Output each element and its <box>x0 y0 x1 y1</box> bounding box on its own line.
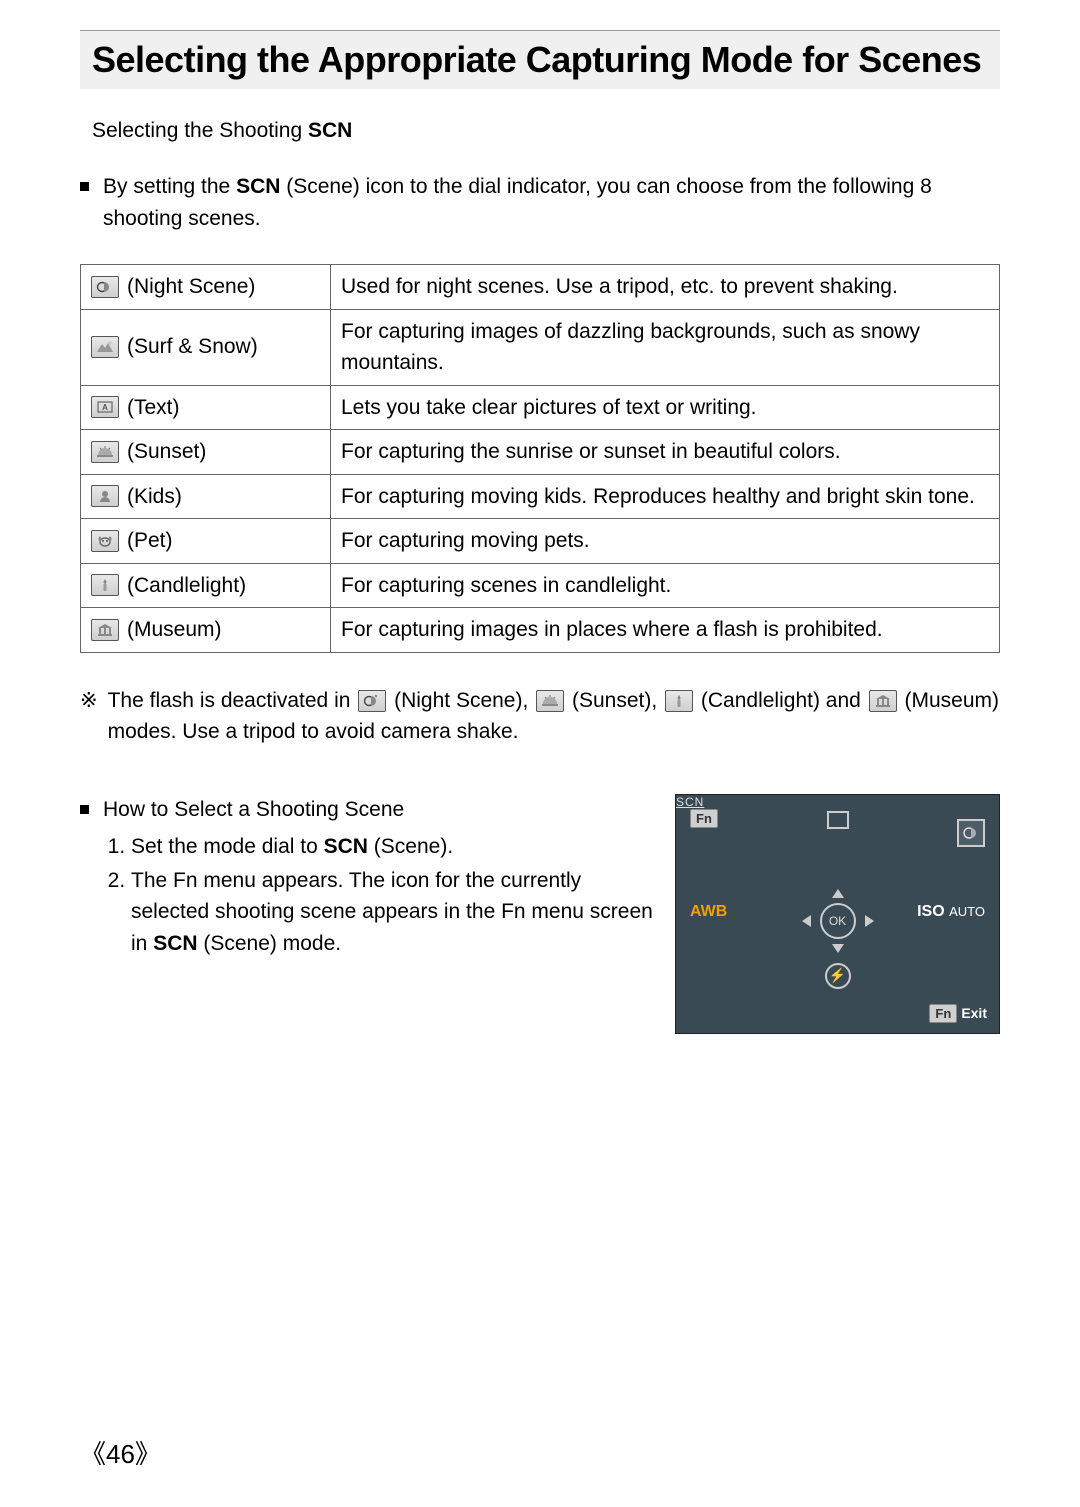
howto-heading: How to Select a Shooting Scene <box>103 798 404 821</box>
selected-scene-icon <box>957 819 985 847</box>
intro-block: By setting the SCN (Scene) icon to the d… <box>80 171 1000 234</box>
night-scene-icon <box>358 690 386 712</box>
reference-mark-icon: ※ <box>80 685 98 748</box>
mode-cell: (Museum) <box>81 608 331 653</box>
mode-label: (Text) <box>127 392 180 424</box>
page-number: 《46》 <box>80 1434 161 1471</box>
bullet-icon <box>80 805 89 814</box>
mode-label: (Pet) <box>127 525 173 557</box>
mode-description: For capturing images of dazzling backgro… <box>331 309 1000 385</box>
night-scene-icon <box>91 276 119 298</box>
intro-text: By setting the SCN (Scene) icon to the d… <box>103 171 1000 234</box>
mode-description: For capturing the sunrise or sunset in b… <box>331 430 1000 475</box>
mode-cell: A (Text) <box>81 385 331 430</box>
title-band: Selecting the Appropriate Capturing Mode… <box>80 30 1000 89</box>
mode-label: (Surf & Snow) <box>127 331 258 363</box>
table-row: (Pet) For capturing moving pets. <box>81 519 1000 564</box>
scn-label: SCN <box>236 175 280 198</box>
mode-description: For capturing scenes in candlelight. <box>331 563 1000 608</box>
mode-label: (Night Scene) <box>127 271 255 303</box>
table-row: (Sunset) For capturing the sunrise or sun… <box>81 430 1000 475</box>
table-row: (Surf & Snow) For capturing images of daz… <box>81 309 1000 385</box>
table-row: (Kids) For capturing moving kids. Reprodu… <box>81 474 1000 519</box>
flash-mode-icon: ⚡ <box>825 963 851 989</box>
mode-cell: (Kids) <box>81 474 331 519</box>
candlelight-icon <box>91 574 119 596</box>
table-row: (Candlelight) For capturing scenes in can… <box>81 563 1000 608</box>
section-heading: Selecting the Shooting SCN <box>80 119 1000 143</box>
iso-indicator: ISO AUTO <box>917 903 985 921</box>
dpad-down-icon <box>832 944 844 953</box>
mode-cell: (Surf & Snow) <box>81 309 331 385</box>
section-heading-text: Selecting the Shooting <box>92 119 308 142</box>
text-icon: A <box>91 396 119 418</box>
svg-text:A: A <box>102 403 108 412</box>
sunset-icon <box>91 441 119 463</box>
fn-exit-hint: FnExit <box>929 1004 987 1023</box>
awb-indicator: AWB <box>690 903 727 921</box>
step-list: Set the mode dial to SCN (Scene). The Fn… <box>131 831 655 959</box>
mode-cell: (Sunset) <box>81 430 331 475</box>
ok-dpad: OK <box>800 883 876 959</box>
page-title: Selecting the Appropriate Capturing Mode… <box>92 39 988 81</box>
mode-label: (Museum) <box>127 614 222 646</box>
ok-button-icon: OK <box>820 903 856 939</box>
kids-icon <box>91 485 119 507</box>
mode-label: (Sunset) <box>127 436 206 468</box>
mode-description: For capturing images in places where a f… <box>331 608 1000 653</box>
mode-description: Used for night scenes. Use a tripod, etc… <box>331 265 1000 310</box>
dpad-up-icon <box>832 889 844 898</box>
mode-label: (Candlelight) <box>127 570 246 602</box>
sunset-icon <box>536 690 564 712</box>
table-row: (Museum) For capturing images in places w… <box>81 608 1000 653</box>
mode-description: For capturing moving pets. <box>331 519 1000 564</box>
mode-cell: (Night Scene) <box>81 265 331 310</box>
bullet-icon <box>80 182 89 191</box>
drive-mode-icon <box>827 811 849 829</box>
howto-block: How to Select a Shooting Scene Set the m… <box>80 794 1000 1034</box>
scn-label: SCN <box>153 932 197 955</box>
mode-cell: (Pet) <box>81 519 331 564</box>
museum-icon <box>91 619 119 641</box>
table-row: A (Text) Lets you take clear pictures of t… <box>81 385 1000 430</box>
mode-description: For capturing moving kids. Reproduces he… <box>331 474 1000 519</box>
dpad-right-icon <box>865 915 874 927</box>
pet-icon <box>91 530 119 552</box>
table-row: (Night Scene) Used for night scenes. Use … <box>81 265 1000 310</box>
fn-badge: Fn <box>690 809 718 828</box>
step-1: Set the mode dial to SCN (Scene). <box>131 831 655 863</box>
mode-label: (Kids) <box>127 481 182 513</box>
candlelight-icon <box>665 690 693 712</box>
scn-indicator: SCN <box>676 795 999 809</box>
surf-snow-icon <box>91 336 119 358</box>
scn-label: SCN <box>324 835 368 858</box>
dpad-left-icon <box>802 915 811 927</box>
mode-cell: (Candlelight) <box>81 563 331 608</box>
fn-menu-screen: Fn SCN AWB ISO AUTO OK ⚡ FnExit <box>675 794 1000 1034</box>
museum-icon <box>869 690 897 712</box>
scn-label: SCN <box>308 119 352 142</box>
step-2: The Fn menu appears. The icon for the cu… <box>131 865 655 960</box>
mode-description: Lets you take clear pictures of text or … <box>331 385 1000 430</box>
flash-note: ※ The flash is deactivated in (Night Sce… <box>80 685 1000 748</box>
scene-table: (Night Scene) Used for night scenes. Use … <box>80 264 1000 653</box>
